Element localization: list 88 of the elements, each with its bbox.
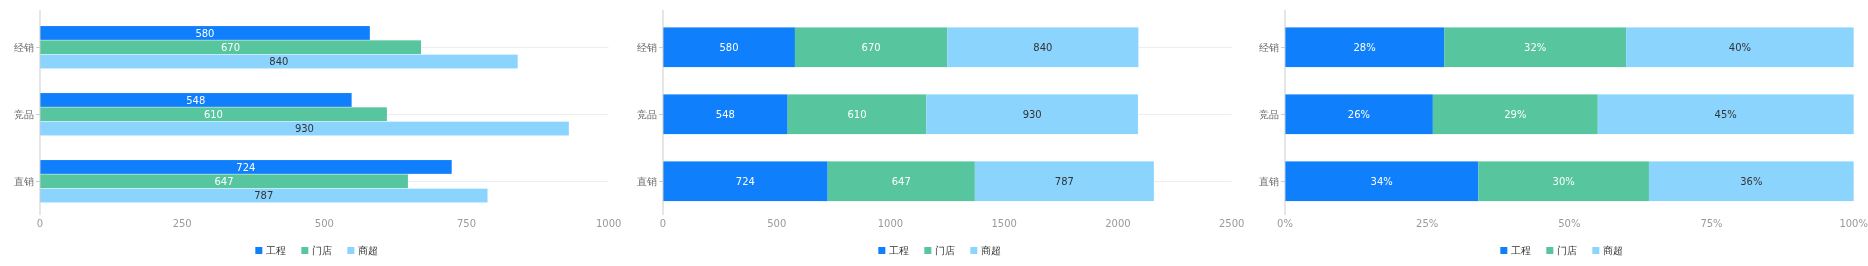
bar [1433,94,1599,135]
bar [794,27,947,68]
data-label: 670 [220,42,241,53]
data-label: 787 [1054,176,1074,187]
data-label: 28% [1353,42,1377,53]
bar [662,27,795,68]
bar [1649,161,1854,202]
data-label: 45% [1714,109,1738,120]
x-tick-label: 0% [1277,218,1294,229]
data-label: 840 [1032,42,1053,53]
bar [1444,27,1627,68]
bar [1598,94,1854,135]
x-tick-label: 250 [172,218,192,229]
y-tick-label: 竞品 [1259,109,1280,120]
bar [926,94,1138,135]
y-tick-label: 经销 [636,42,657,53]
bar [40,160,452,174]
legend-label: 商超 [358,245,379,256]
y-tick-label: 直销 [14,176,34,187]
data-label: 840 [269,56,289,68]
data-label: 610 [203,109,223,120]
bar [40,107,387,122]
data-label: 32% [1524,42,1547,53]
x-tick-label: 0 [659,218,666,229]
bar [662,161,828,202]
y-tick-label: 经销 [14,42,34,53]
legend-label: 门店 [312,245,333,256]
bar [1626,27,1854,68]
data-label: 548 [715,109,735,120]
legend-label: 商超 [980,245,1001,256]
legend-label: 工程 [266,245,287,256]
x-tick-label: 750 [456,218,477,229]
x-tick-label: 100% [1839,218,1868,229]
bar [40,93,352,107]
bar [827,161,975,202]
bar [1478,161,1650,202]
legend-label: 商超 [1603,245,1624,256]
data-label: 610 [847,109,867,120]
y-tick-label: 直销 [636,176,657,187]
data-label: 26% [1348,109,1371,120]
x-tick-label: 75% [1700,218,1723,229]
y-tick-label: 竞品 [636,109,657,120]
bar [40,121,569,136]
legend-label: 门店 [1557,245,1578,256]
legend-label: 工程 [888,245,909,256]
x-tick-label: 1000 [877,218,903,229]
y-tick-label: 经销 [1259,42,1280,53]
legend-label: 门店 [934,245,955,256]
data-label: 548 [186,94,206,106]
data-label: 36% [1740,176,1763,187]
bar [1285,94,1434,135]
bar [40,40,421,55]
bar [1285,27,1445,68]
x-tick-label: 2500 [1218,218,1245,229]
bar [40,188,488,203]
data-label: 30% [1552,176,1576,187]
data-label: 647 [891,176,911,187]
data-label: 930 [1022,109,1042,120]
data-label: 34% [1370,176,1394,187]
data-label: 647 [214,176,234,187]
bar [946,27,1139,68]
bar [40,174,408,189]
bar [662,94,788,135]
x-tick-label: 2000 [1104,218,1131,229]
legend-label: 工程 [1511,245,1532,256]
data-label: 930 [294,123,314,135]
bar [40,54,518,69]
bar [1285,161,1479,202]
bar [787,94,927,135]
data-label: 40% [1729,42,1752,53]
data-label: 580 [195,27,215,39]
y-tick-label: 直销 [1259,176,1280,187]
y-tick-label: 竞品 [14,109,34,120]
x-tick-label: 500 [766,218,786,229]
data-label: 787 [254,190,274,202]
bar [40,26,370,40]
x-tick-label: 0 [36,218,44,229]
data-label: 724 [236,161,256,173]
data-label: 670 [861,42,881,53]
x-tick-label: 1000 [595,218,622,229]
data-label: 580 [719,42,739,53]
x-tick-label: 25% [1416,218,1439,229]
x-tick-label: 1500 [991,218,1017,229]
x-tick-label: 50% [1558,218,1581,229]
data-label: 724 [735,176,755,187]
x-tick-label: 500 [314,218,334,229]
bar [974,161,1154,202]
data-label: 29% [1504,109,1527,120]
